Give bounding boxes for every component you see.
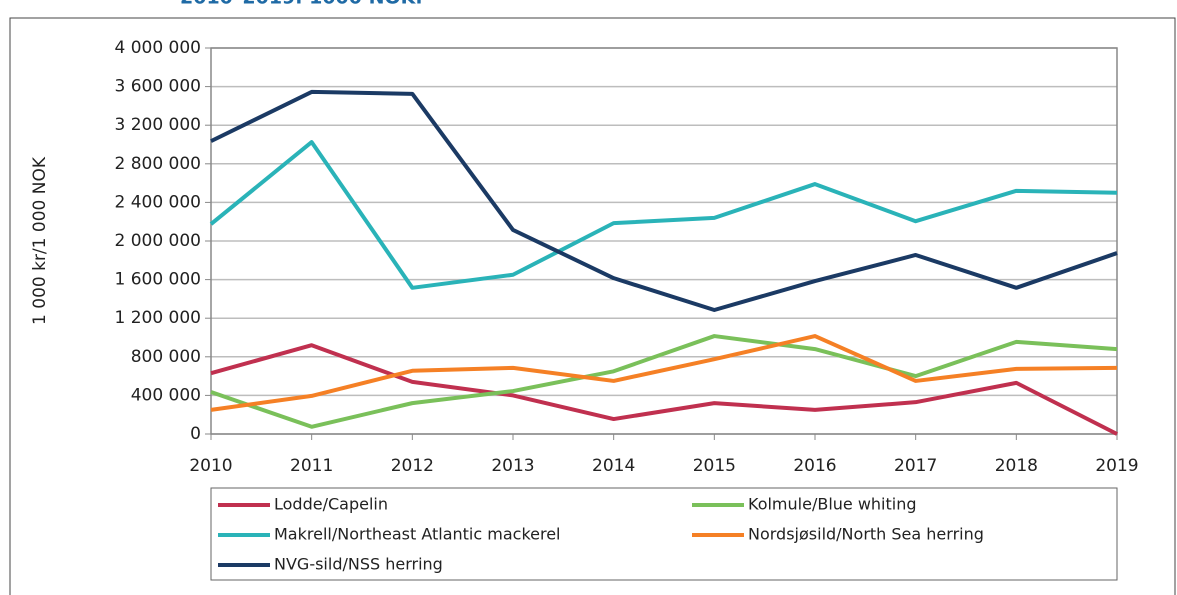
series-line	[210, 334, 1118, 429]
y-tick-label: 0	[190, 424, 201, 444]
series-line	[210, 334, 1118, 412]
chart-frame	[9, 17, 1176, 595]
plot-border	[210, 47, 1118, 435]
y-tick-label: 2 000 000	[114, 231, 201, 251]
legend-label: Makrell/Northeast Atlantic mackerel	[274, 525, 561, 544]
y-tick-label: 1 200 000	[114, 308, 201, 328]
legend-label: Kolmule/Blue whiting	[748, 495, 917, 514]
x-tick-label: 2010	[189, 456, 232, 476]
x-tick-label: 2013	[491, 456, 534, 476]
series-line	[210, 89, 1118, 312]
y-tick-label: 4 000 000	[114, 38, 201, 58]
legend-label: Lodde/Capelin	[274, 495, 388, 514]
x-tick-label: 2011	[290, 456, 333, 476]
legend-label: NVG-sild/NSS herring	[274, 555, 443, 574]
x-tick-label: 2017	[894, 456, 937, 476]
y-tick-label: 400 000	[131, 385, 201, 405]
series-line	[210, 343, 1118, 436]
x-tick-label: 2019	[1095, 456, 1138, 476]
y-tick-label: 3 600 000	[114, 77, 201, 97]
y-tick-label: 3 200 000	[114, 115, 201, 135]
y-axis-label: 1 000 kr/1 000 NOK	[30, 156, 50, 325]
y-tick-label: 2 800 000	[114, 154, 201, 174]
x-tick-label: 2012	[391, 456, 434, 476]
x-tick-label: 2014	[592, 456, 635, 476]
legend-box	[210, 487, 1118, 581]
x-tick-label: 2016	[793, 456, 836, 476]
legend: Lodde/Capelin Kolmule/Blue whiting Makrell…	[218, 495, 984, 574]
y-tick-label: 2 400 000	[114, 192, 201, 212]
x-tick-label: 2015	[693, 456, 736, 476]
y-tick-label: 1 600 000	[114, 270, 201, 290]
y-tick-label: 800 000	[131, 347, 201, 367]
legend-label: Nordsjøsild/North Sea herring	[748, 525, 984, 544]
x-tick-label: 2018	[995, 456, 1038, 476]
series-line	[209, 140, 1118, 290]
